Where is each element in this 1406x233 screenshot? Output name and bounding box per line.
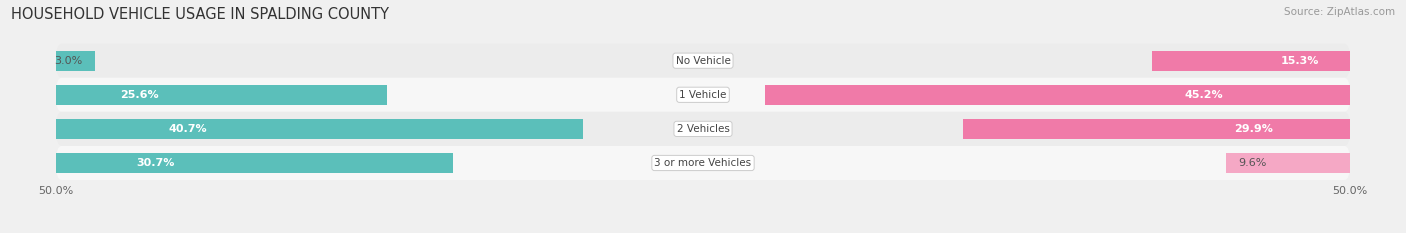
Text: Source: ZipAtlas.com: Source: ZipAtlas.com	[1284, 7, 1395, 17]
Text: 15.3%: 15.3%	[1281, 56, 1319, 66]
Text: 25.6%: 25.6%	[120, 90, 159, 100]
Bar	[56, 119, 582, 139]
Text: 40.7%: 40.7%	[169, 124, 207, 134]
Text: 45.2%: 45.2%	[1184, 90, 1223, 100]
Text: 30.7%: 30.7%	[136, 158, 174, 168]
Text: No Vehicle: No Vehicle	[675, 56, 731, 66]
Text: 1 Vehicle: 1 Vehicle	[679, 90, 727, 100]
Text: 29.9%: 29.9%	[1233, 124, 1272, 134]
Legend: Owner-occupied, Renter-occupied: Owner-occupied, Renter-occupied	[586, 230, 820, 233]
Bar	[963, 119, 1350, 139]
Bar	[765, 85, 1350, 105]
FancyBboxPatch shape	[56, 44, 1350, 78]
Bar	[1226, 153, 1350, 173]
Bar	[56, 153, 453, 173]
Bar	[56, 51, 96, 71]
FancyBboxPatch shape	[56, 146, 1350, 180]
Text: 3.0%: 3.0%	[53, 56, 82, 66]
Text: 3 or more Vehicles: 3 or more Vehicles	[654, 158, 752, 168]
Text: 9.6%: 9.6%	[1239, 158, 1267, 168]
Bar	[1152, 51, 1350, 71]
Text: HOUSEHOLD VEHICLE USAGE IN SPALDING COUNTY: HOUSEHOLD VEHICLE USAGE IN SPALDING COUN…	[11, 7, 389, 22]
Bar	[56, 85, 388, 105]
FancyBboxPatch shape	[56, 78, 1350, 112]
Text: 2 Vehicles: 2 Vehicles	[676, 124, 730, 134]
FancyBboxPatch shape	[56, 112, 1350, 146]
